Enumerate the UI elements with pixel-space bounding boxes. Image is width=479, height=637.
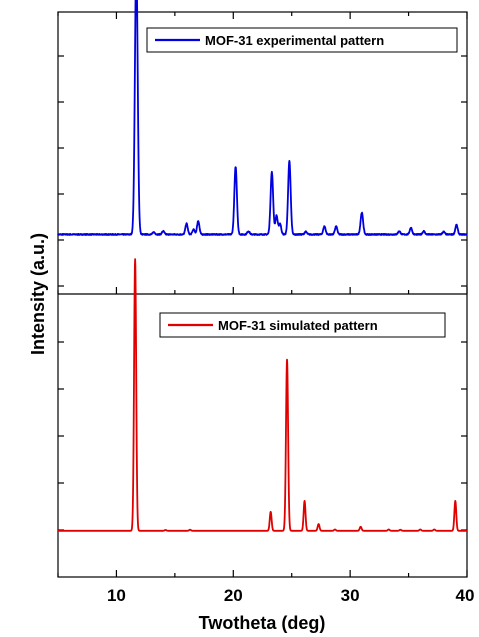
x-tick-label-30: 30 <box>341 586 360 605</box>
legend-top: MOF-31 experimental pattern <box>146 27 458 53</box>
legend-bottom: MOF-31 simulated pattern <box>159 312 446 338</box>
y-axis-title: Intensity (a.u.) <box>28 233 48 355</box>
x-axis-tick-labels: 10 20 30 40 <box>107 586 474 605</box>
x-axis-ticks <box>57 12 468 577</box>
x-axis-title: Twotheta (deg) <box>199 613 326 633</box>
x-tick-label-20: 20 <box>224 586 243 605</box>
series-line-simulated <box>57 258 468 532</box>
legend-top-label: MOF-31 experimental pattern <box>205 33 384 48</box>
legend-bottom-label: MOF-31 simulated pattern <box>218 318 378 333</box>
x-tick-label-40: 40 <box>456 586 475 605</box>
legend-bottom-box <box>159 312 446 338</box>
y-axis-ticks <box>58 55 467 531</box>
series-line-experimental <box>57 0 468 236</box>
x-tick-label-10: 10 <box>107 586 126 605</box>
